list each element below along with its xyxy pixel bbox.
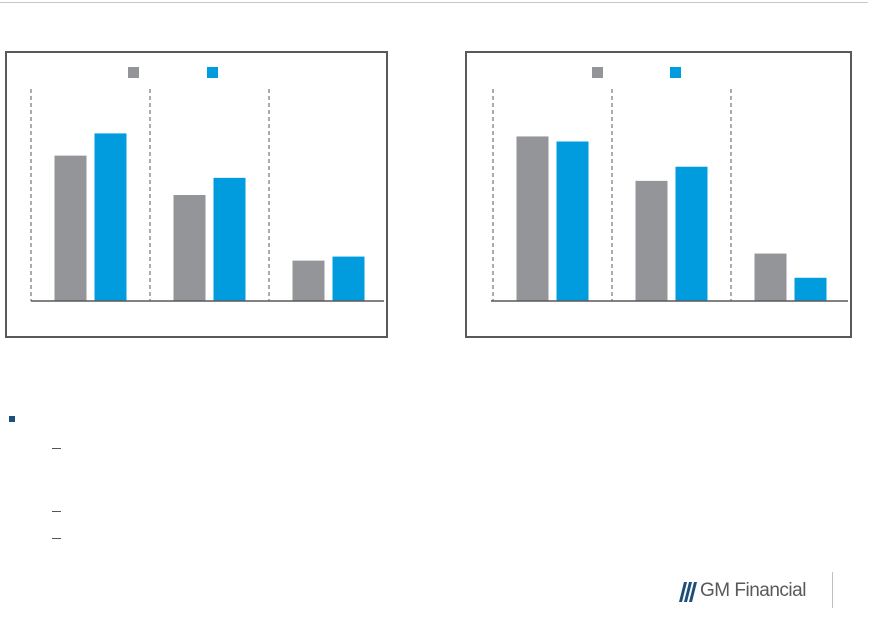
- legend-swatch: [207, 67, 218, 78]
- legend-swatch: [670, 67, 681, 78]
- bar-chart-left: [30, 67, 384, 302]
- logo-divider: [832, 572, 833, 608]
- bar: [675, 166, 708, 301]
- top-rule: [0, 2, 868, 3]
- bullet-marker: [9, 416, 15, 422]
- chart-panel-right: [465, 51, 852, 338]
- bar: [794, 277, 827, 301]
- bar: [556, 141, 589, 301]
- chart-panel-left: [5, 51, 388, 338]
- bar: [213, 177, 246, 301]
- bar: [173, 195, 206, 301]
- bar: [635, 180, 668, 301]
- sub-bullet-dash: [52, 511, 61, 512]
- logo-wordmark: GM Financial: [700, 580, 806, 601]
- bar: [516, 136, 549, 301]
- bar: [754, 253, 787, 301]
- bar: [292, 260, 325, 301]
- gm-financial-logo: GM Financial: [678, 574, 828, 610]
- legend-swatch: [592, 67, 603, 78]
- bar: [94, 133, 127, 301]
- bar-chart-right: [491, 67, 848, 302]
- bullet-list: [0, 400, 878, 560]
- bar: [332, 256, 365, 301]
- sub-bullet-dash: [52, 538, 61, 539]
- bar: [54, 155, 87, 301]
- logo-mark-icon: [679, 582, 697, 602]
- legend-swatch: [128, 67, 139, 78]
- sub-bullet-dash: [52, 448, 61, 449]
